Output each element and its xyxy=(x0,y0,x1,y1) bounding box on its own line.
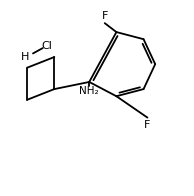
Text: Cl: Cl xyxy=(41,41,52,51)
Text: F: F xyxy=(144,120,151,130)
Text: NH₂: NH₂ xyxy=(79,86,99,96)
Text: H: H xyxy=(21,52,29,62)
Text: F: F xyxy=(102,11,108,21)
